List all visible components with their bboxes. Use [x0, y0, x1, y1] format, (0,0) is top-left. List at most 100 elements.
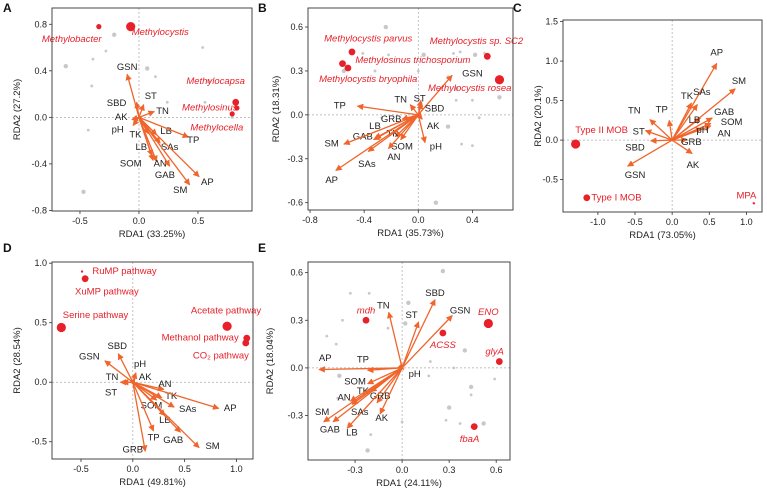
arrow-label: LB	[346, 428, 358, 439]
sample-point	[341, 318, 344, 322]
taxon-point	[96, 24, 102, 30]
taxon-label: Methanol pathway	[162, 333, 239, 344]
taxon-label: Methylocapsa	[186, 76, 245, 87]
arrow-tk	[671, 102, 693, 141]
arrow-label: AP	[710, 48, 723, 59]
arrow-grb	[376, 367, 403, 404]
arrow-label: GAB	[155, 170, 175, 181]
arrow-sbd	[401, 299, 436, 369]
x-axis-label: RDA1 (73.05%)	[629, 230, 696, 241]
x-tick-label: 0.0	[412, 215, 425, 225]
panel-letter: B	[258, 1, 267, 15]
sample-point	[336, 396, 340, 400]
arrow-label: AN	[387, 152, 400, 163]
arrow-label: AP	[224, 403, 237, 414]
panel-b: BGSNSTTNSBDGRBAKpHSOMANTKLBGABSAsTPSMAPM…	[258, 1, 524, 239]
arrow-tk	[394, 114, 419, 138]
arrow-label: TK	[357, 386, 370, 397]
x-axis-label: RDA1 (33.25%)	[119, 229, 186, 240]
arrow-label: AK	[139, 372, 152, 383]
arrow-label: AN	[154, 158, 167, 169]
arrow-ak	[671, 139, 693, 155]
sample-point	[334, 342, 338, 346]
y-tick-label: 0.5	[545, 96, 558, 106]
arrow-grb	[132, 382, 148, 452]
sample-point	[90, 84, 94, 88]
y-tick-label: 0.0	[545, 135, 558, 145]
arrow-label: GRB	[123, 445, 144, 456]
arrow-sbd	[134, 101, 141, 118]
panel-a: AGSNSTSBDTNAKpHTKLBLBSAsTPSOMANGABSMAPMe…	[3, 1, 253, 240]
sample-point	[386, 326, 390, 330]
arrow-label: TK	[129, 129, 142, 140]
arrow-label: AN	[158, 379, 171, 390]
arrow-gab	[671, 117, 713, 141]
taxon-point	[234, 105, 240, 111]
arrow-ak	[379, 367, 403, 415]
arrow-label: TK	[165, 391, 178, 402]
arrow-ap	[138, 116, 200, 178]
taxon-point	[483, 318, 493, 329]
taxon-label: Methylocystis parvus	[324, 33, 412, 44]
taxon-label: XuMP pathway	[75, 286, 139, 297]
sample-point	[337, 373, 342, 379]
arrow-sm	[343, 114, 419, 146]
taxon-label: glyA	[485, 347, 503, 358]
y-tick-label: 0.6	[290, 268, 303, 278]
arrow-label: TN	[156, 106, 169, 117]
taxon-label: mdh	[357, 305, 375, 316]
y-tick-label: 0.4	[34, 66, 47, 76]
arrow-label: AP	[201, 177, 214, 188]
y-tick-label: 0.5	[34, 318, 47, 328]
y-tick-label: -0.6	[287, 198, 303, 208]
taxon-label: RuMP pathway	[92, 266, 156, 277]
arrow-label: GRB	[370, 391, 391, 402]
plot-frame	[562, 19, 763, 213]
arrow-label: pH	[112, 125, 124, 136]
taxon-point	[222, 321, 232, 331]
arrow-gsn	[104, 360, 134, 383]
sample-point	[421, 52, 426, 58]
arrow-tn	[386, 311, 403, 369]
y-tick-label: 0.8	[34, 19, 47, 29]
y-tick-label: 0.3	[290, 315, 303, 325]
arrow-label: AK	[427, 121, 440, 132]
arrow-label: GAB	[320, 424, 340, 435]
arrow-label: SM	[173, 185, 187, 196]
sample-point	[444, 418, 448, 422]
arrow-tp	[366, 366, 403, 374]
sample-point	[445, 124, 451, 129]
arrow-label: SM	[315, 407, 329, 418]
taxon-label: CO₂ pathway	[193, 351, 249, 362]
x-tick-label: 1.0	[230, 464, 243, 474]
x-tick-label: 0.0	[127, 464, 140, 474]
taxon-point	[232, 98, 240, 106]
taxon-label: Serine pathway	[63, 310, 129, 321]
sample-point	[91, 57, 95, 61]
y-tick-label: 1.5	[545, 17, 558, 27]
arrow-sbd	[649, 137, 673, 144]
sample-point	[348, 291, 352, 295]
arrow-som	[132, 381, 158, 401]
arrow-label: TP	[334, 101, 346, 112]
x-axis-label: RDA1 (35.73%)	[377, 228, 444, 239]
y-tick-label: 0.0	[290, 110, 303, 120]
arrow-label: TK	[681, 91, 694, 102]
arrow-label: SM	[732, 76, 746, 87]
taxon-label: Methylobacter	[42, 34, 103, 45]
y-tick-label: 0.0	[34, 112, 47, 122]
sample-point	[452, 366, 456, 370]
arrow-label: GSN	[450, 305, 471, 316]
sample-point	[454, 98, 458, 102]
arrow-ap	[335, 114, 419, 172]
taxon-point	[242, 339, 250, 347]
arrow-label: LB	[160, 126, 172, 137]
y-tick-label: 1.0	[545, 56, 558, 66]
taxon-label: ACSS	[429, 340, 457, 351]
arrow-label: TN	[106, 372, 119, 383]
sample-point	[383, 24, 389, 30]
taxon-label: Methylocella	[190, 122, 243, 133]
arrow-label: AN	[337, 393, 350, 404]
